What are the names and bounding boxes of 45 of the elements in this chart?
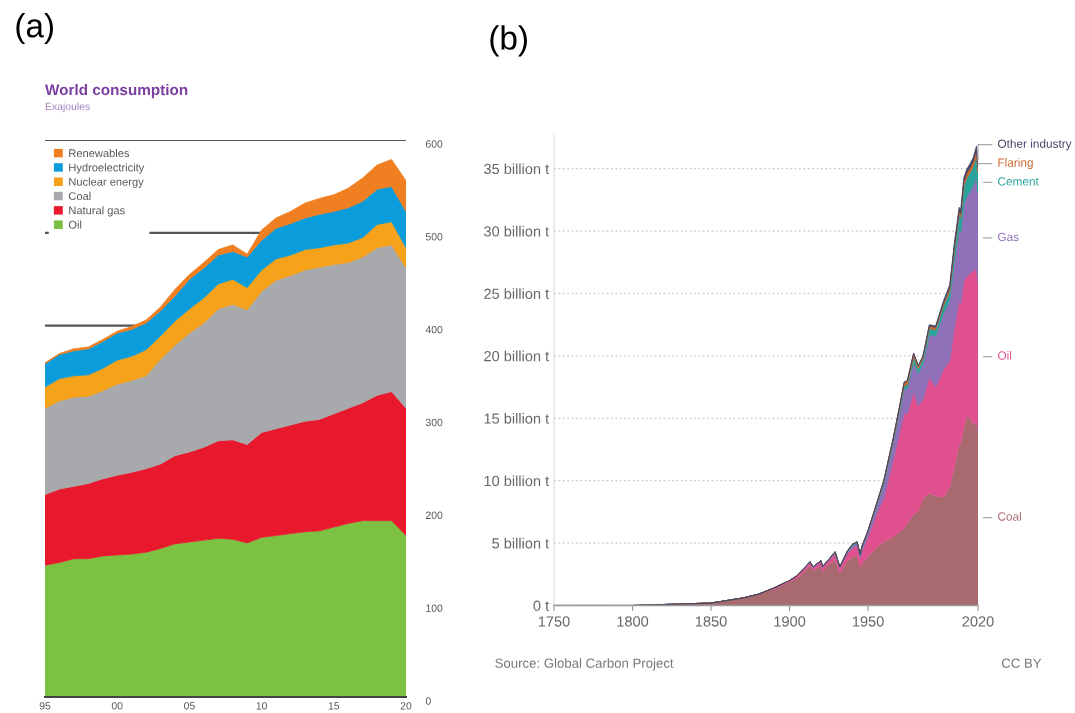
chart-subtitle: Exajoules bbox=[45, 102, 90, 113]
x-tick-label: 20 bbox=[400, 702, 412, 710]
x-tick-label: 1950 bbox=[852, 616, 884, 627]
chart-title: World consumption bbox=[45, 83, 188, 99]
x-tick-label: 2020 bbox=[962, 616, 994, 627]
y-tick-label: 500 bbox=[425, 233, 443, 241]
x-tick-label: 1900 bbox=[774, 616, 806, 627]
legend-label: Natural gas bbox=[69, 206, 125, 217]
y-tick-label: 200 bbox=[425, 511, 443, 519]
x-tick-label: 1800 bbox=[617, 616, 649, 627]
y-tick-label: 0 t bbox=[533, 600, 550, 611]
text: (a) bbox=[16, 13, 53, 45]
y-tick-label: 5 billion t bbox=[492, 537, 550, 549]
text: (b) bbox=[490, 25, 527, 57]
source-note: Source: Global Carbon Project bbox=[495, 658, 674, 671]
y-tick-label: 600 bbox=[425, 140, 443, 148]
series-label: Gas bbox=[998, 232, 1019, 242]
x-tick-label: 15 bbox=[328, 702, 340, 710]
legend-label: Nuclear energy bbox=[69, 177, 144, 188]
legend-label: Coal bbox=[68, 191, 91, 201]
x-tick-label: 1750 bbox=[538, 616, 570, 627]
series-label: Coal bbox=[998, 512, 1021, 521]
x-tick-label: 95 bbox=[39, 702, 51, 710]
series-label: Flaring bbox=[998, 158, 1033, 170]
y-tick-label: 35 billion t bbox=[484, 163, 550, 175]
x-tick-label: 05 bbox=[184, 702, 195, 710]
series-label: Other industry bbox=[998, 139, 1072, 151]
series-label: Oil bbox=[998, 351, 1012, 360]
y-tick-label: 25 billion t bbox=[484, 288, 550, 299]
y-tick-label: 30 billion t bbox=[484, 225, 550, 237]
x-tick-label: 00 bbox=[111, 702, 123, 710]
legend-label: Renewables bbox=[69, 148, 130, 158]
y-tick-label: 15 billion t bbox=[484, 413, 550, 424]
y-tick-label: 100 bbox=[426, 604, 443, 612]
legend-label: Hydroelectricity bbox=[69, 163, 145, 174]
legend-label: Oil bbox=[68, 220, 82, 229]
text: CC BY bbox=[1001, 658, 1042, 668]
y-tick-label: 300 bbox=[425, 418, 443, 427]
y-tick-label: 20 billion t bbox=[484, 350, 550, 362]
y-tick-label: 0 bbox=[425, 697, 431, 705]
y-tick-label: 400 bbox=[425, 325, 443, 334]
y-tick-label: 10 billion t bbox=[484, 475, 550, 487]
x-tick-label: 10 bbox=[256, 702, 267, 710]
series-label: Cement bbox=[998, 177, 1039, 186]
x-tick-label: 1850 bbox=[695, 616, 727, 627]
